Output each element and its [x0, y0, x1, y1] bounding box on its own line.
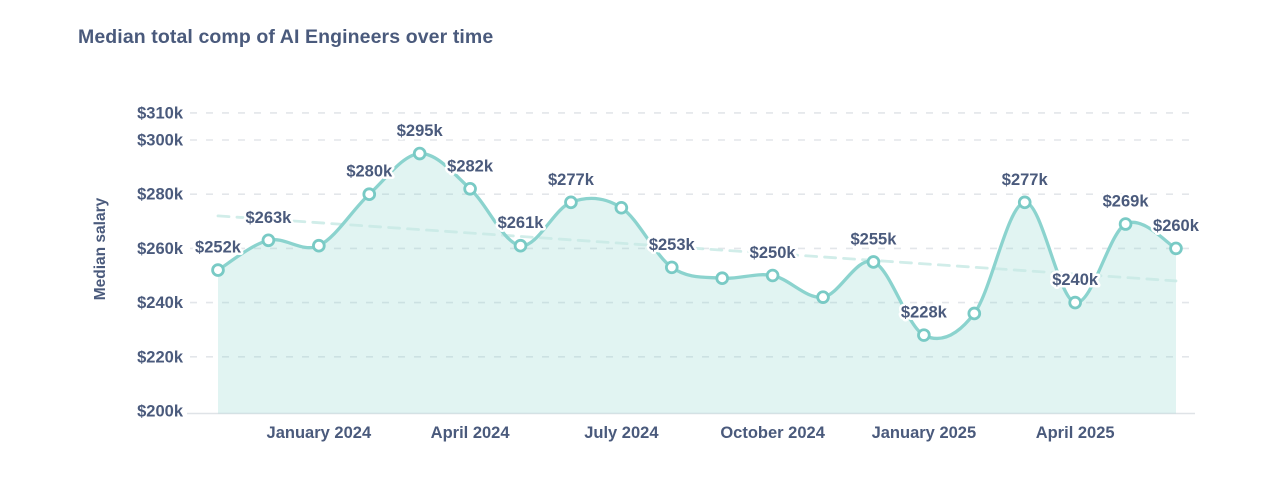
data-point-label: $228k — [901, 304, 948, 322]
data-point-label: $250k — [750, 244, 797, 262]
area-fill — [218, 153, 1176, 414]
data-point-marker[interactable] — [564, 195, 578, 210]
y-tick-label: $200k — [137, 403, 184, 421]
data-point-marker[interactable] — [211, 263, 225, 277]
data-point-label: $263k — [245, 209, 292, 227]
data-point-marker[interactable] — [816, 290, 830, 304]
y-tick-label: $220k — [137, 348, 184, 366]
data-point-label: $282k — [447, 157, 494, 175]
data-point-label: $255k — [851, 230, 898, 248]
chart-title: Median total comp of AI Engineers over t… — [78, 26, 494, 48]
x-tick-label: April 2025 — [1036, 424, 1115, 442]
x-tick-label: July 2024 — [584, 424, 659, 442]
data-point-label: $295k — [397, 122, 444, 140]
data-point-marker[interactable] — [614, 200, 629, 215]
y-tick-label: $240k — [137, 294, 184, 312]
data-point-label: $280k — [346, 163, 393, 181]
data-point-marker[interactable] — [866, 255, 881, 269]
data-point-label: $240k — [1052, 271, 1099, 289]
data-point-marker[interactable] — [664, 260, 679, 275]
data-point-marker[interactable] — [362, 187, 377, 202]
data-point-label: $253k — [649, 236, 696, 254]
data-point-marker[interactable] — [1017, 195, 1032, 210]
data-point-label: $269k — [1103, 193, 1150, 211]
data-point-marker[interactable] — [967, 306, 982, 321]
y-tick-label: $310k — [137, 104, 184, 122]
data-point-label: $261k — [498, 214, 545, 232]
y-tick-label: $300k — [137, 132, 184, 150]
data-point-label: $277k — [548, 171, 595, 189]
data-point-marker[interactable] — [1068, 295, 1082, 310]
data-point-marker[interactable] — [917, 328, 931, 342]
x-tick-label: October 2024 — [720, 424, 825, 442]
data-point-marker[interactable] — [261, 233, 276, 248]
data-point-marker[interactable] — [513, 238, 528, 253]
data-point-marker[interactable] — [1118, 217, 1133, 231]
data-point-label: $252k — [195, 239, 242, 257]
x-tick-label: April 2024 — [431, 424, 511, 442]
data-point-label: $260k — [1153, 217, 1200, 235]
x-tick-label: January 2025 — [872, 424, 977, 442]
data-point-marker[interactable] — [312, 238, 326, 253]
trend-line — [216, 214, 1178, 283]
data-point-marker[interactable] — [765, 268, 780, 283]
data-point-label: $277k — [1002, 171, 1049, 189]
x-tick-label: January 2024 — [267, 424, 372, 442]
data-point-marker[interactable] — [412, 146, 427, 161]
data-point-marker[interactable] — [463, 181, 477, 196]
data-point-marker[interactable] — [715, 271, 729, 286]
data-point-marker[interactable] — [1169, 241, 1183, 256]
y-tick-label: $280k — [137, 186, 184, 204]
y-tick-label: $260k — [137, 240, 184, 258]
